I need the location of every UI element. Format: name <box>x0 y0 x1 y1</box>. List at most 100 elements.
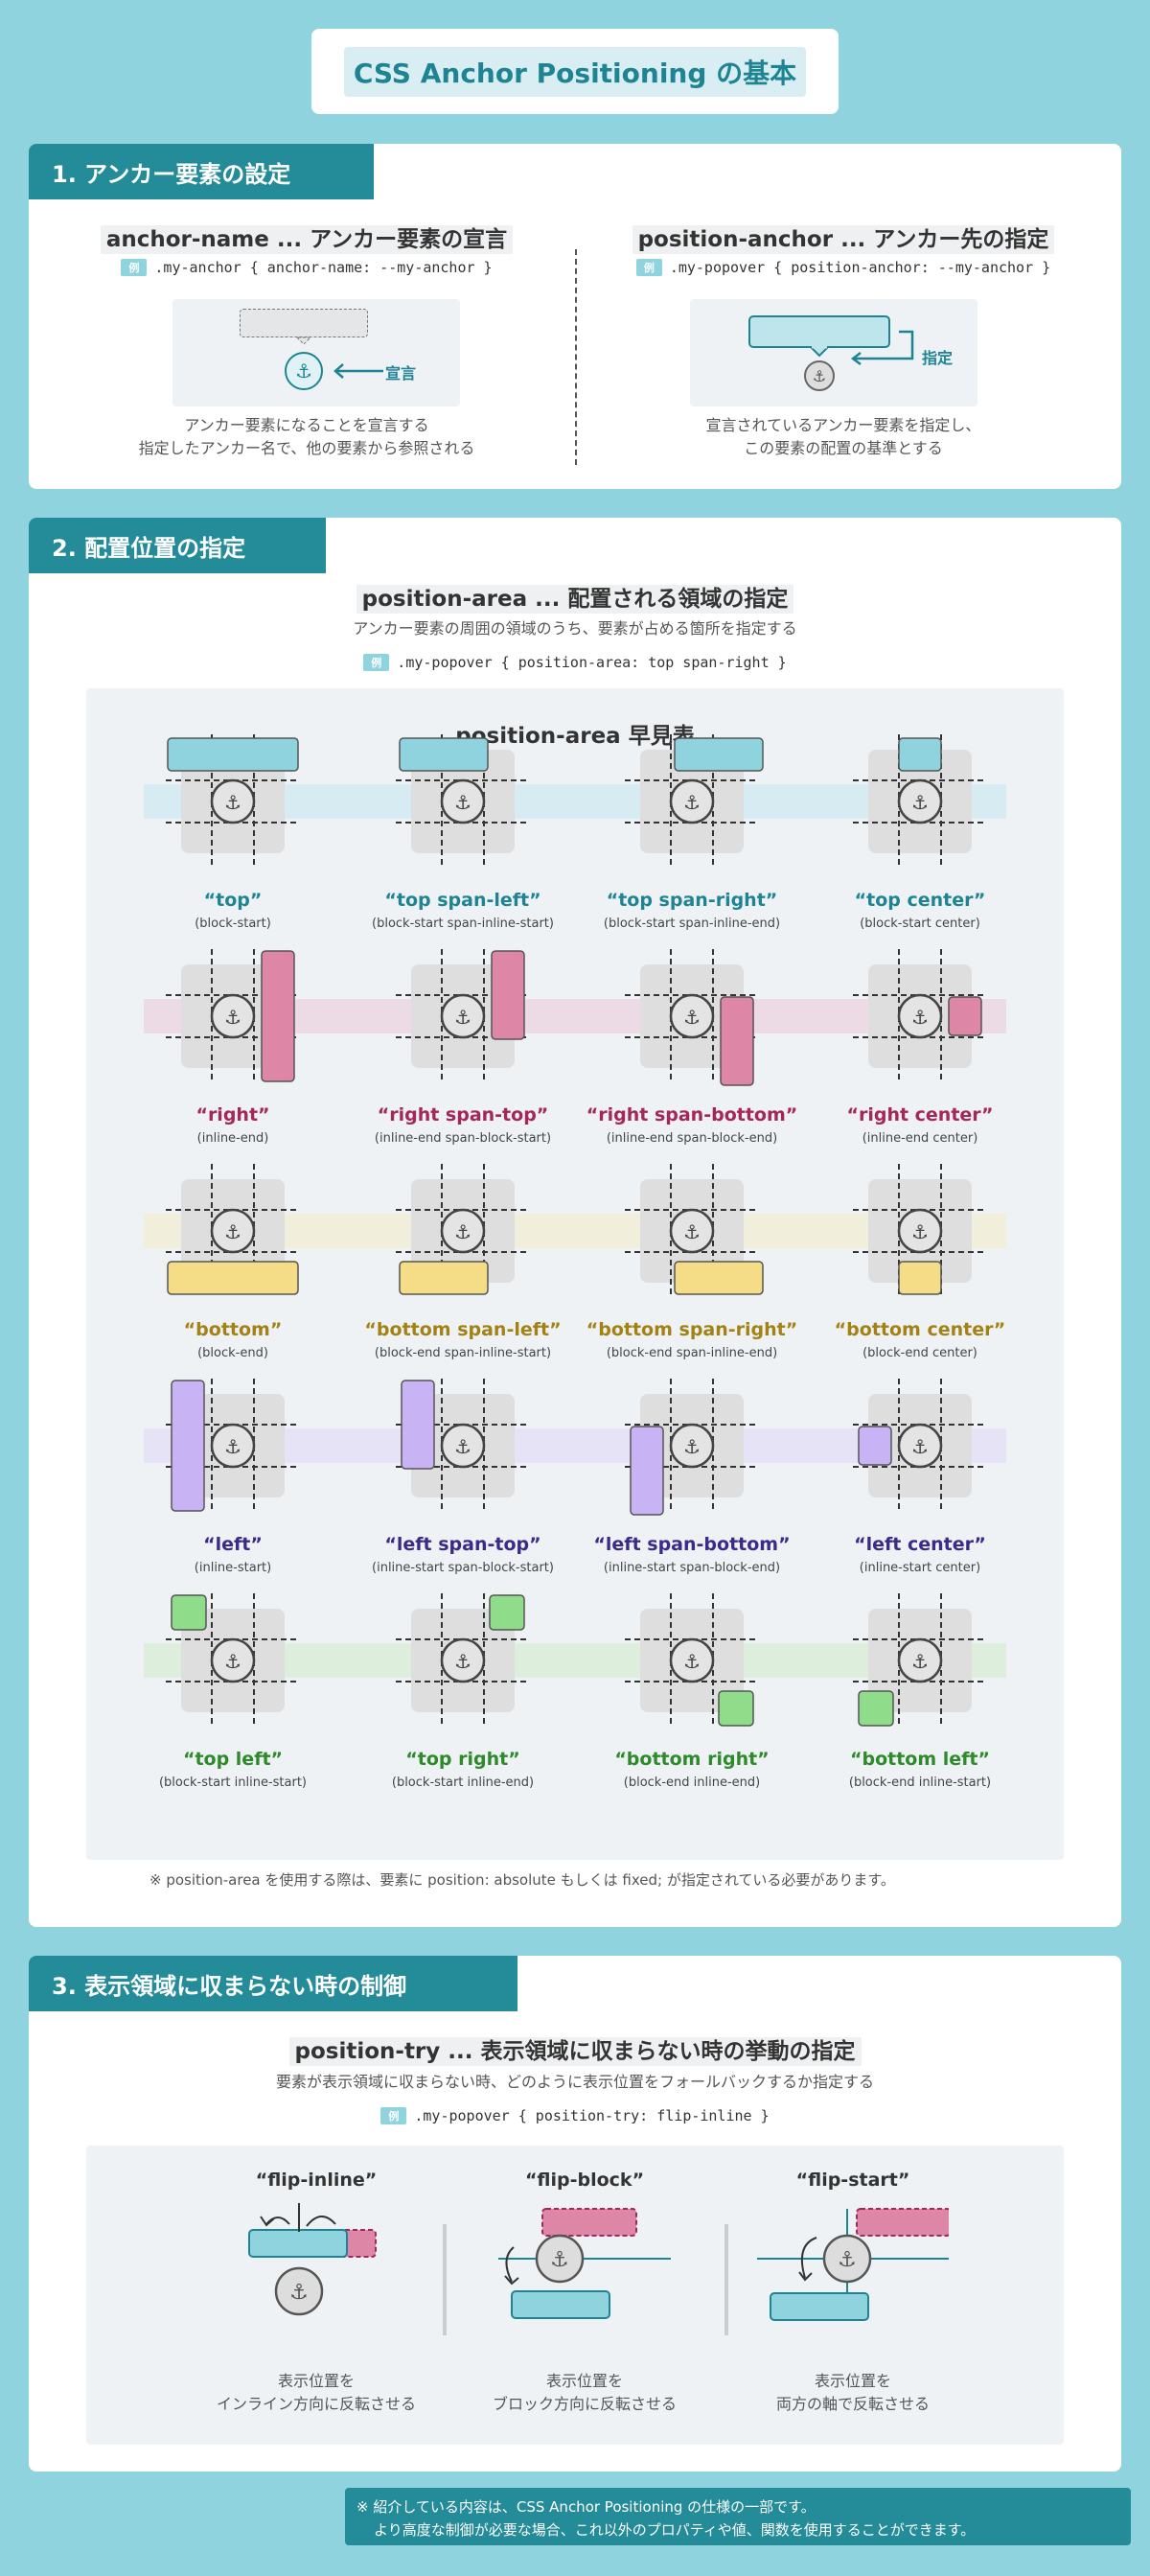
position-area-label: “left center” <box>854 1534 986 1555</box>
position-area-sublabel: (inline-start center) <box>859 1561 981 1575</box>
anchor-icon <box>669 1637 715 1683</box>
flip-inline-label: “flip-inline” <box>255 2170 378 2191</box>
position-area-label: “right” <box>196 1104 270 1126</box>
position-area-grid: ⚓ “top” (block-start) ⚓ “top span-left” (bloc… <box>86 688 1064 1860</box>
position-area-sublabel: (inline-start span-block-end) <box>603 1561 781 1575</box>
anchor-name-illustration: ⚓ 宣言 <box>172 299 460 406</box>
footer-line-2: より高度な制御が必要な場合、これ以外のプロパティや値、関数を使用することができま… <box>374 2521 976 2539</box>
anchor-icon <box>897 1637 943 1683</box>
divider <box>724 2224 728 2335</box>
section-1-card: 1. アンカー要素の設定 anchor-name ... アンカー要素の宣言 例… <box>29 144 1121 489</box>
position-area-sublabel: (inline-end span-block-end) <box>606 1131 778 1146</box>
anchor-glyph: ⚓ <box>683 1650 701 1673</box>
anchor-icon <box>897 993 943 1039</box>
anchor-icon <box>535 2234 585 2284</box>
position-area-cell: ⚓ <box>396 1379 530 1513</box>
svg-text:⚓: ⚓ <box>295 360 312 383</box>
flip-inline-svg: ⚓ <box>248 2203 377 2316</box>
page-title: CSS Anchor Positioning の基本 <box>311 29 839 114</box>
flip-arrow-icon <box>260 2216 275 2227</box>
anchor-glyph: ⚓ <box>911 1435 929 1458</box>
position-area-cell: ⚓ <box>853 949 987 1083</box>
anchor-icon <box>440 993 486 1039</box>
position-try-code: 例 .my-popover { position-try: flip-inline… <box>29 2107 1121 2124</box>
section-2-heading: 2. 配置位置の指定 <box>29 518 326 573</box>
anchor-glyph: ⚓ <box>454 791 472 814</box>
anchor-glyph: ⚓ <box>911 1220 929 1243</box>
position-area-cell: ⚓ <box>625 1379 759 1516</box>
position-try-title: position-try ... 表示領域に収まらない時の挙動の指定 <box>29 2032 1121 2066</box>
anchor-icon <box>897 778 943 824</box>
position-area-cell: ⚓ <box>625 949 759 1086</box>
position-area-label: “top span-right” <box>606 890 778 911</box>
fallback-box <box>856 2208 949 2237</box>
anchor-icon <box>440 778 486 824</box>
positioned-box <box>898 737 942 772</box>
anchor-icon <box>210 778 256 824</box>
positioned-box <box>167 1261 299 1295</box>
position-area-cell: ⚓ <box>166 949 300 1083</box>
flip-start-label: “flip-start” <box>795 2170 910 2191</box>
anchor-icon <box>897 1208 943 1254</box>
position-area-label: “top right” <box>405 1749 520 1770</box>
position-area-sublabel: (block-start span-inline-start) <box>372 917 554 931</box>
position-area-sublabel: (block-end span-inline-start) <box>374 1346 552 1360</box>
anchor-glyph: ⚓ <box>454 1650 472 1673</box>
position-try-subtitle: 要素が表示領域に収まらない時、どのように表示位置をフォールバックするか指定する <box>275 2073 874 2091</box>
positioned-box <box>674 1261 764 1295</box>
position-area-sublabel: (inline-end span-block-start) <box>374 1131 552 1146</box>
position-try-panel: “flip-inline” ⚓ 表示位置を インライン方向に反転させる “fli… <box>86 2146 1064 2445</box>
svg-text:⚓: ⚓ <box>289 2281 309 2305</box>
position-area-sublabel: (block-end inline-end) <box>623 1775 761 1790</box>
anchor-glyph: ⚓ <box>454 1435 472 1458</box>
position-area-label: “right span-bottom” <box>586 1104 798 1126</box>
anchor-specify-svg: ⚓ <box>748 315 914 391</box>
anchor-name-desc-2: 指定したアンカー名で、他の要素から参照される <box>138 439 475 457</box>
anchor-icon <box>804 360 835 391</box>
position-area-sublabel: (block-start center) <box>860 917 980 931</box>
position-area-cell: ⚓ <box>625 734 764 869</box>
example-badge: 例 <box>363 654 390 671</box>
flip-start-desc-2: 両方の軸で反転させる <box>775 2395 930 2413</box>
position-area-label: “bottom” <box>183 1319 283 1340</box>
anchor-name-title: anchor-name ... アンカー要素の宣言 <box>77 220 537 254</box>
example-badge: 例 <box>121 259 148 276</box>
svg-text:⚓: ⚓ <box>550 2248 569 2272</box>
position-area-cell: ⚓ <box>625 1164 764 1298</box>
position-area-cell: ⚓ <box>396 1593 530 1728</box>
anchor-glyph: ⚓ <box>911 1650 929 1673</box>
anchor-glyph: ⚓ <box>224 1650 242 1673</box>
anchor-icon <box>897 1423 943 1469</box>
footer-note: ※ 紹介している内容は、CSS Anchor Positioning の仕様の一… <box>345 2488 1131 2545</box>
position-area-sublabel: (block-start inline-start) <box>158 1775 308 1790</box>
fallback-box <box>541 2208 637 2237</box>
position-area-sublabel: (inline-start) <box>194 1561 272 1575</box>
flip-start-desc-1: 表示位置を <box>814 2372 891 2390</box>
positioned-box <box>171 1380 205 1512</box>
position-area-sublabel: (inline-end center) <box>862 1131 978 1146</box>
positioned-box <box>399 737 489 772</box>
position-area-sublabel: (block-start) <box>195 917 271 931</box>
position-area-cell: ⚓ <box>396 1164 530 1298</box>
position-area-label: “right center” <box>846 1104 994 1126</box>
anchor-glyph: ⚓ <box>911 791 929 814</box>
anchor-declare-svg: ⚓ <box>285 337 383 390</box>
flip-arrow-icon <box>798 2271 813 2282</box>
row-band <box>144 784 1006 819</box>
anchor-icon <box>285 352 323 390</box>
position-area-label: “left span-bottom” <box>593 1534 791 1555</box>
anchor-icon <box>274 2266 324 2316</box>
position-area-cell: ⚓ <box>166 734 300 869</box>
position-area-label: “top center” <box>854 890 986 911</box>
positioned-box <box>948 996 982 1036</box>
positioned-box <box>167 737 299 772</box>
positioned-box <box>399 1261 489 1295</box>
anchor-glyph: ⚓ <box>224 1220 242 1243</box>
position-anchor-title: position-anchor ... アンカー先の指定 <box>604 220 1083 254</box>
position-area-cell: ⚓ <box>396 949 530 1083</box>
row-band <box>144 1214 1006 1248</box>
row-band <box>144 1643 1006 1678</box>
specify-badge: 指定 <box>922 349 954 367</box>
position-area-sublabel: (block-start span-inline-end) <box>603 917 781 931</box>
anchor-icon <box>440 1637 486 1683</box>
